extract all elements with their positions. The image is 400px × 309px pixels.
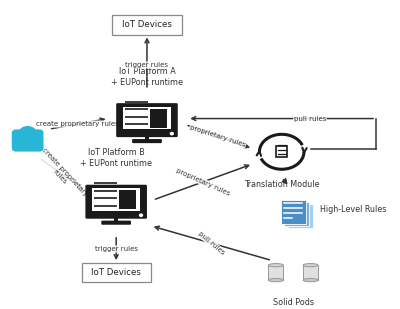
- Circle shape: [19, 127, 36, 140]
- Text: IoT Platform B
+ EUPont runtime: IoT Platform B + EUPont runtime: [80, 148, 152, 168]
- Ellipse shape: [268, 264, 284, 267]
- Circle shape: [140, 214, 142, 216]
- FancyBboxPatch shape: [145, 136, 149, 140]
- Text: Translation Module: Translation Module: [244, 180, 320, 189]
- Text: High-Level Rules: High-Level Rules: [320, 205, 386, 214]
- FancyBboxPatch shape: [101, 221, 131, 225]
- Ellipse shape: [303, 264, 318, 267]
- FancyBboxPatch shape: [284, 202, 309, 226]
- Ellipse shape: [303, 278, 318, 282]
- Text: IoT Devices: IoT Devices: [122, 20, 172, 29]
- FancyBboxPatch shape: [303, 265, 318, 280]
- FancyBboxPatch shape: [288, 204, 313, 228]
- Text: pull rules: pull rules: [197, 231, 226, 256]
- FancyBboxPatch shape: [132, 139, 162, 143]
- FancyBboxPatch shape: [85, 185, 147, 219]
- Text: trigger rules: trigger rules: [126, 62, 168, 68]
- Text: trigger rules: trigger rules: [95, 246, 138, 252]
- FancyBboxPatch shape: [12, 129, 44, 152]
- FancyBboxPatch shape: [123, 107, 171, 129]
- Text: IoT Devices: IoT Devices: [91, 268, 141, 277]
- Text: create proprietary rules: create proprietary rules: [36, 121, 119, 127]
- Text: proprietary rules: proprietary rules: [189, 124, 246, 148]
- FancyBboxPatch shape: [150, 108, 167, 128]
- FancyBboxPatch shape: [276, 146, 287, 157]
- FancyBboxPatch shape: [268, 265, 284, 280]
- FancyBboxPatch shape: [281, 200, 306, 225]
- FancyBboxPatch shape: [119, 190, 136, 209]
- Text: IoT Platform A
+ EUPont runtime: IoT Platform A + EUPont runtime: [111, 67, 183, 87]
- FancyBboxPatch shape: [116, 103, 178, 137]
- FancyBboxPatch shape: [82, 263, 151, 282]
- FancyBboxPatch shape: [112, 15, 182, 35]
- FancyBboxPatch shape: [92, 188, 140, 211]
- Text: create proprietary
rules: create proprietary rules: [36, 147, 89, 202]
- Text: Solid Pods: Solid Pods: [273, 298, 314, 307]
- Circle shape: [170, 133, 173, 135]
- Ellipse shape: [268, 278, 284, 282]
- FancyBboxPatch shape: [114, 218, 118, 222]
- Text: proprietary rules: proprietary rules: [175, 167, 231, 197]
- Text: pull rules: pull rules: [294, 116, 326, 121]
